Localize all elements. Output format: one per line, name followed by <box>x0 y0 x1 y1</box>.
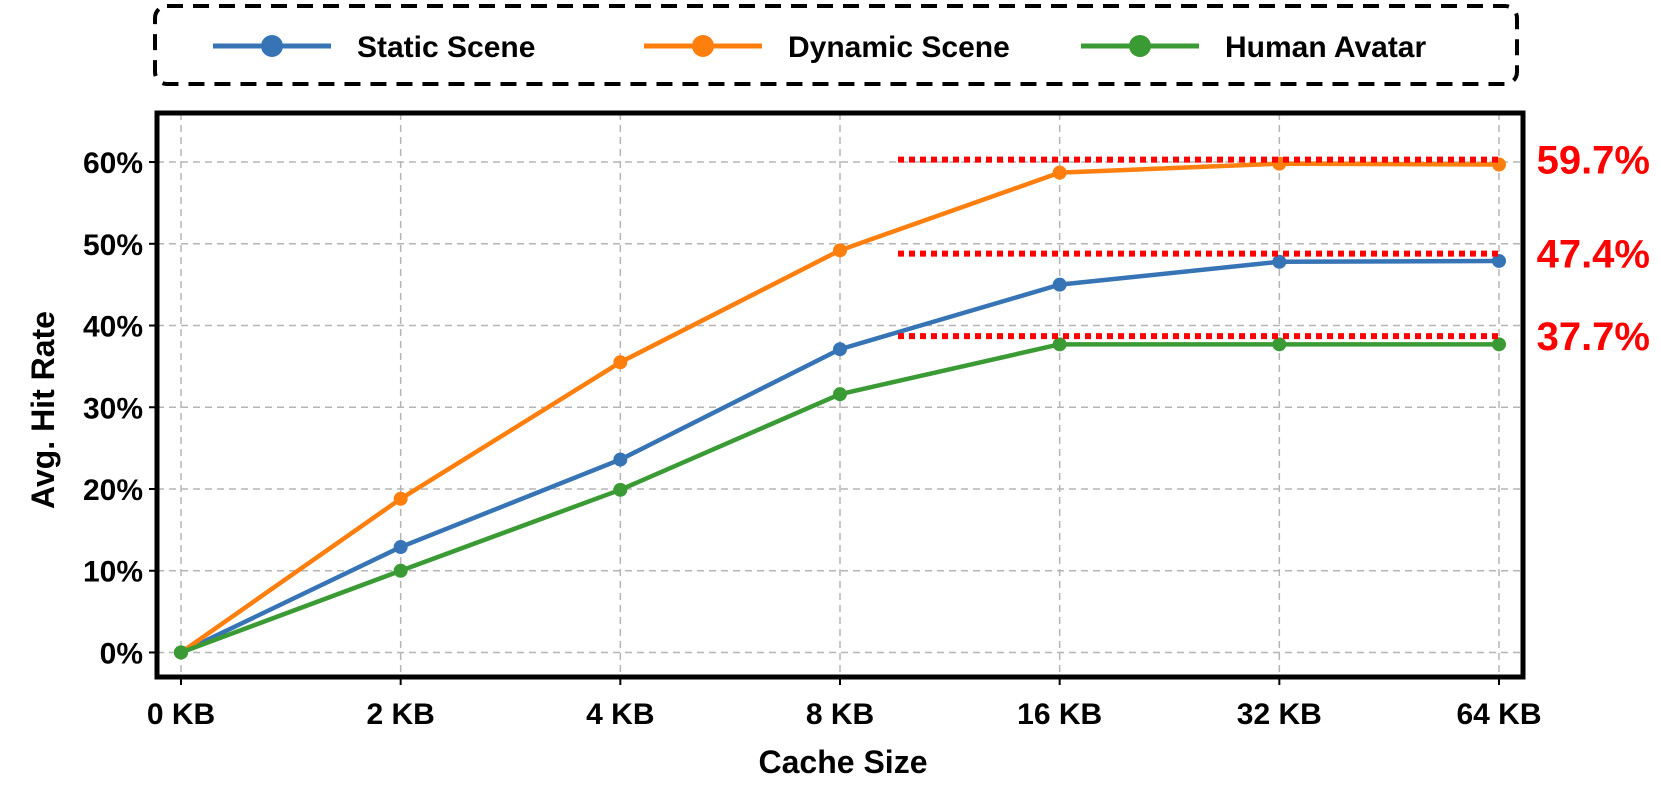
y-tick-label: 60% <box>83 147 143 180</box>
series-layer <box>174 156 1506 660</box>
annotation-label: 59.7% <box>1537 139 1650 183</box>
y-tick-label: 20% <box>83 474 143 507</box>
data-point <box>613 482 628 497</box>
x-tick-label: 16 KB <box>1017 698 1102 731</box>
legend-frame <box>153 4 1519 86</box>
data-point <box>1492 337 1506 352</box>
x-tick-label: 8 KB <box>806 698 874 731</box>
legend-marker <box>692 35 714 57</box>
x-tick-label: 64 KB <box>1456 698 1541 731</box>
legend: Static Scene Dynamic Scene Human Avatar <box>153 4 1519 86</box>
legend-entry: Dynamic Scene <box>644 31 1010 64</box>
x-tick-label: 4 KB <box>586 698 654 731</box>
data-point <box>393 540 408 555</box>
data-point <box>1492 253 1506 268</box>
data-point <box>1052 277 1067 292</box>
x-tick-label: 0 KB <box>147 698 215 731</box>
legend-label: Dynamic Scene <box>788 31 1010 64</box>
y-tick-label: 50% <box>83 229 143 262</box>
data-point <box>393 491 408 506</box>
legend-label: Static Scene <box>357 31 535 64</box>
data-point <box>1272 254 1287 269</box>
data-point <box>613 355 628 370</box>
legend-entry: Human Avatar <box>1081 31 1426 64</box>
y-tick-labels: 0% 10% 20% 30% 40% 50% 60% <box>83 147 157 670</box>
annotation-label: 37.7% <box>1537 315 1650 359</box>
y-tick-label: 40% <box>83 311 143 344</box>
y-tick-label: 30% <box>83 392 143 425</box>
legend-marker <box>1129 35 1151 57</box>
x-tick-labels: 0 KB 2 KB 4 KB 8 KB 16 KB 32 KB 64 KB <box>147 677 1542 731</box>
data-point <box>1052 165 1067 180</box>
legend-entry: Static Scene <box>213 31 535 64</box>
data-point <box>833 387 847 402</box>
x-tick-label: 2 KB <box>366 698 434 731</box>
y-tick-label: 0% <box>100 637 143 670</box>
legend-label: Human Avatar <box>1225 31 1426 64</box>
data-point <box>393 563 408 578</box>
y-axis-label: Avg. Hit Rate <box>25 311 61 509</box>
x-tick-label: 32 KB <box>1237 698 1322 731</box>
legend-marker <box>261 35 283 57</box>
annotation-label: 47.4% <box>1537 233 1650 277</box>
data-point <box>833 243 847 258</box>
x-axis-label: Cache Size <box>759 744 928 780</box>
data-point-origin <box>174 645 188 660</box>
annotation-layer: 59.7% 47.4% 37.7% <box>898 139 1650 359</box>
data-point <box>1052 337 1067 352</box>
data-point <box>613 452 628 467</box>
data-point <box>1272 337 1287 352</box>
y-tick-label: 10% <box>83 556 143 589</box>
data-point <box>833 342 847 357</box>
